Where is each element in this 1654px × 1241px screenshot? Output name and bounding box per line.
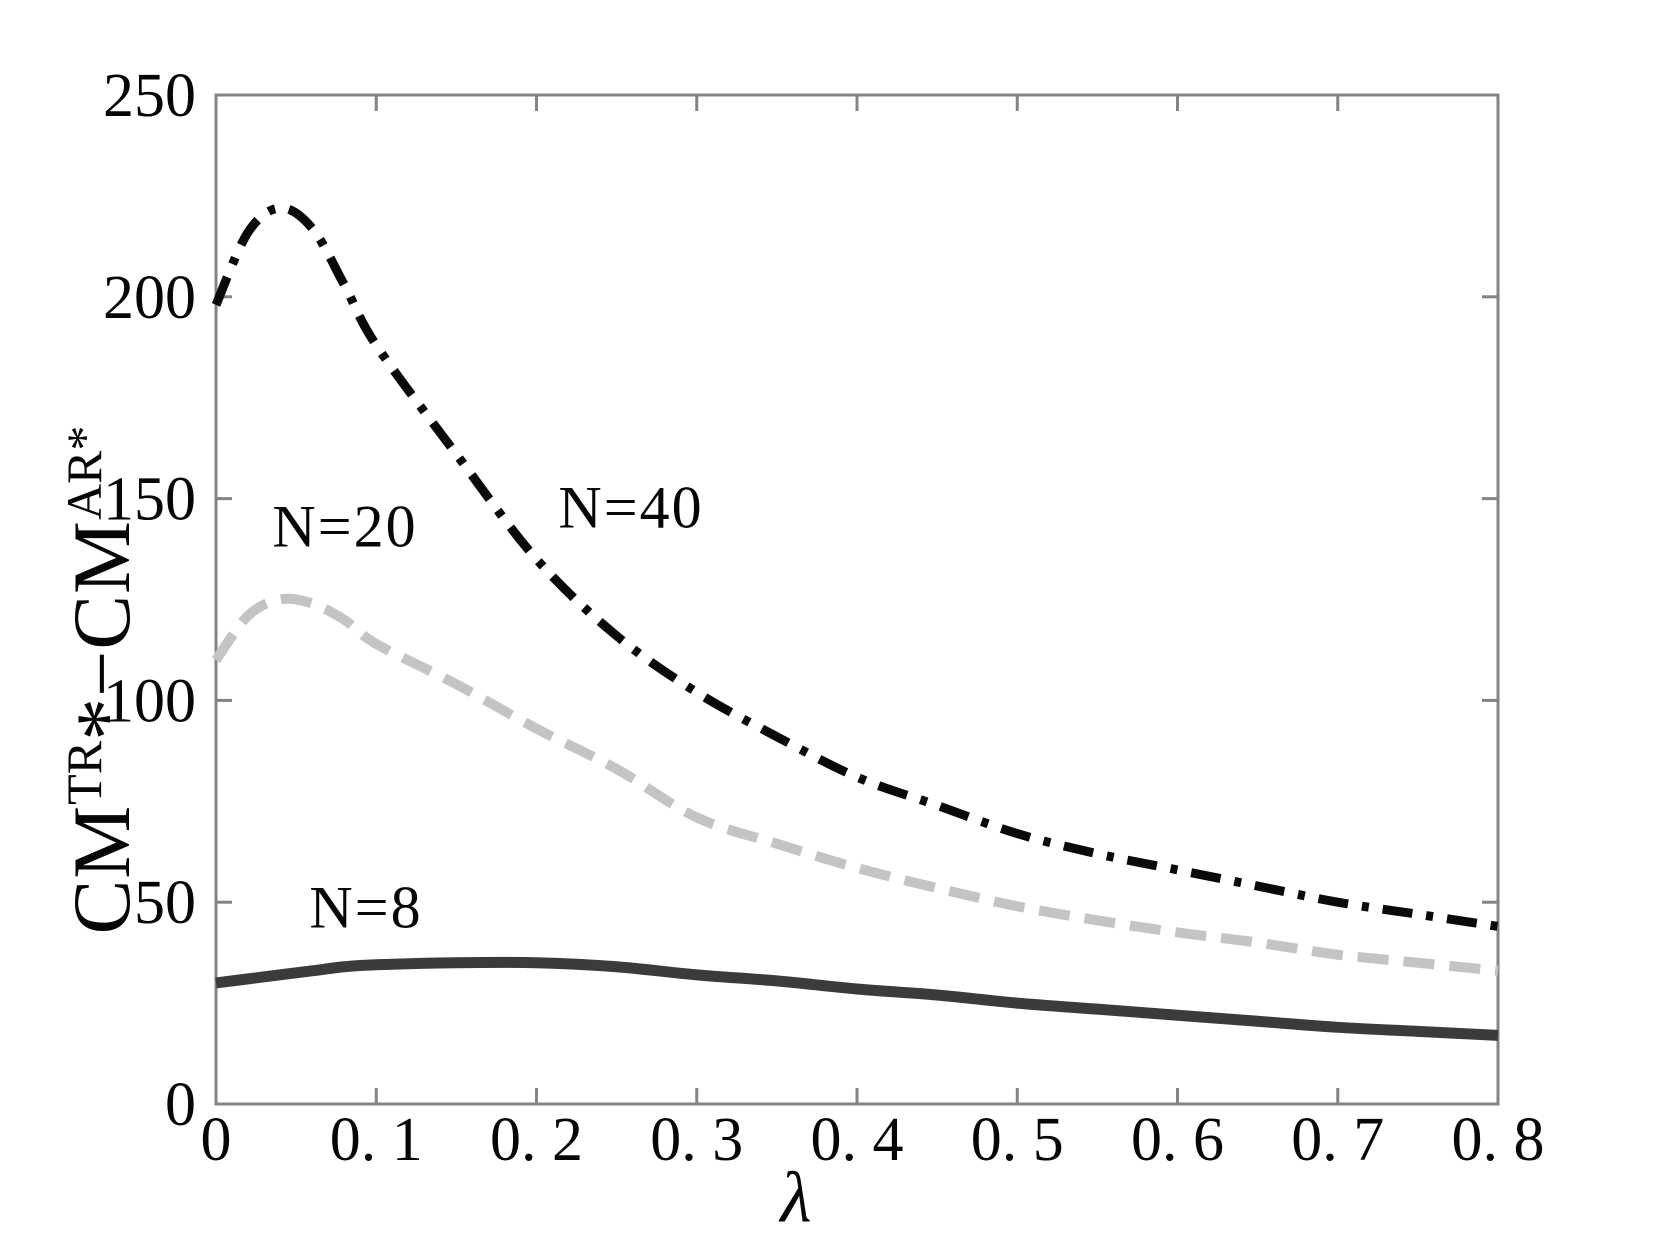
y-axis-label: CMTR*−CMAR*	[55, 425, 154, 935]
x-tick-label: 0	[201, 1106, 232, 1174]
x-tick-label: 0. 5	[971, 1106, 1064, 1174]
x-tick-label: 0. 4	[811, 1106, 904, 1174]
y-tick-label: 50	[134, 869, 196, 937]
series-curve-n20	[211, 593, 1499, 976]
series-curve-n8	[215, 956, 1499, 1041]
curve-label-n40: N=40	[558, 474, 704, 541]
x-tick-label: 0. 6	[1131, 1106, 1224, 1174]
x-tick-label: 0. 1	[330, 1106, 423, 1174]
y-axis-label-minus: −	[56, 649, 148, 697]
curve-label-n8: N=8	[309, 874, 423, 941]
x-tick-label: 0. 8	[1452, 1106, 1545, 1174]
x-tick-label: 0. 2	[490, 1106, 583, 1174]
y-axis-label-sup-tr: TR	[55, 740, 112, 805]
x-tick-label: 0. 7	[1291, 1106, 1384, 1174]
plot-box	[214, 93, 1500, 1106]
series-curve-n40	[211, 203, 1499, 931]
y-axis-label-cm1: CM	[56, 804, 148, 935]
curve-label-n20: N=20	[272, 493, 418, 560]
y-tick-label: 0	[165, 1071, 196, 1139]
y-axis-label-cm2: CM	[56, 520, 148, 650]
y-tick-label: 100	[103, 667, 196, 735]
y-tick-label: 200	[103, 264, 196, 332]
y-tick-label: 250	[103, 62, 196, 130]
y-tick-label: 150	[103, 466, 196, 534]
x-axis-label: λ	[780, 1157, 812, 1238]
x-tick-label: 0. 3	[650, 1106, 743, 1174]
y-axis-label-sup-ar: AR*	[55, 425, 112, 521]
y-axis-label-star: *	[58, 696, 155, 741]
